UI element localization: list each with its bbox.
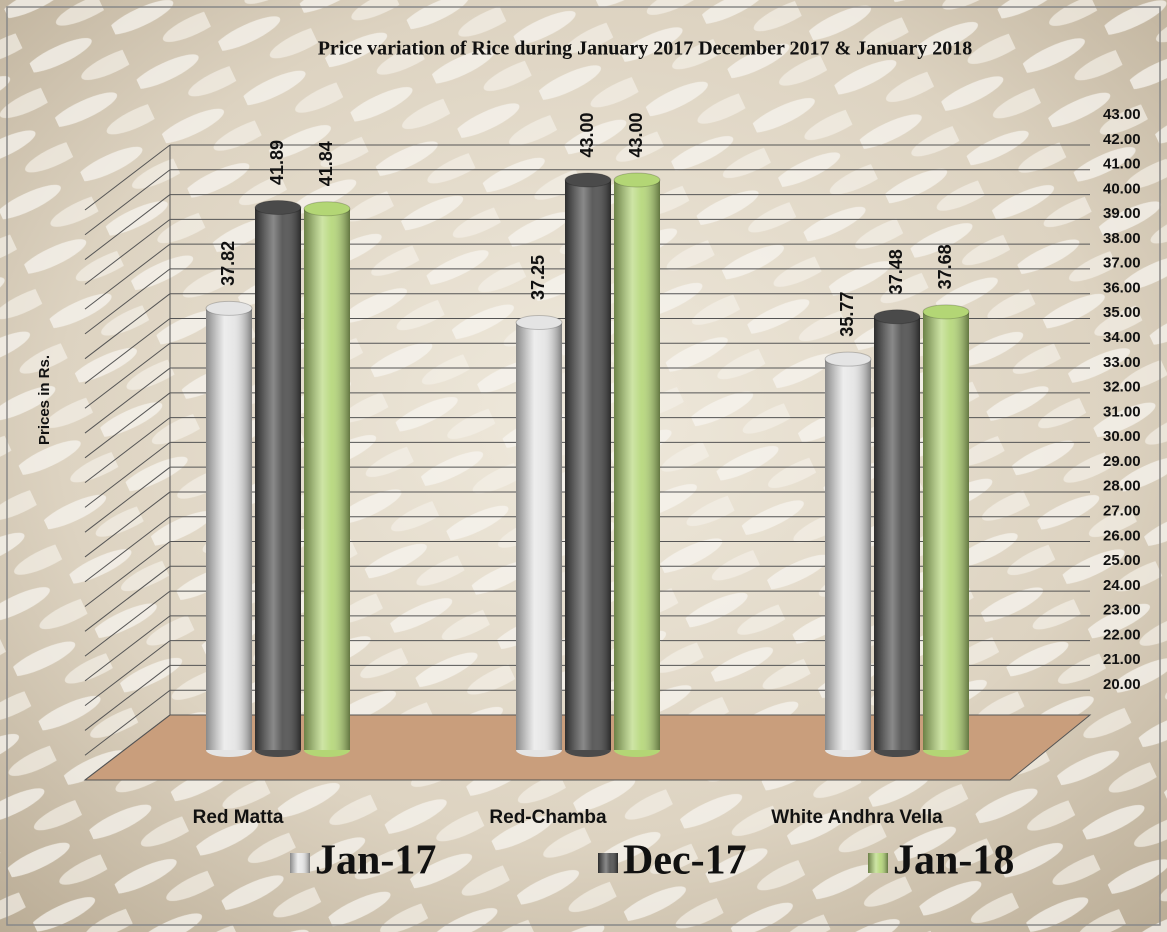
side-grid-line	[84, 342, 171, 409]
y-tick-label: 39.00	[1103, 205, 1141, 222]
data-label: 41.84	[316, 141, 336, 186]
y-tick-label: 36.00	[1103, 279, 1141, 296]
bar-shade	[565, 180, 611, 750]
y-tick-label: 23.00	[1103, 602, 1141, 619]
side-grid-line	[84, 441, 171, 508]
data-label: 37.68	[935, 244, 955, 289]
y-tick-label: 38.00	[1103, 230, 1141, 247]
y-tick-label: 35.00	[1103, 304, 1141, 321]
side-grid-line	[84, 392, 171, 459]
y-tick-label: 33.00	[1103, 354, 1141, 371]
y-tick-label: 25.00	[1103, 552, 1141, 569]
side-grid-line	[84, 615, 171, 682]
y-tick-label: 30.00	[1103, 428, 1141, 445]
plot: 20.00 21.00 22.00 23.00 24.00 25.00 26.00 27.00…	[84, 106, 1141, 884]
bar-cap	[515, 315, 563, 330]
side-grid-line	[84, 169, 171, 236]
legend-label: Jan-17	[315, 838, 436, 884]
y-tick-label: 20.00	[1103, 676, 1141, 693]
y-tick-label: 29.00	[1103, 453, 1141, 470]
y-tick-label: 41.00	[1103, 156, 1141, 173]
bar-shade	[206, 308, 252, 750]
bar-shade	[825, 359, 871, 750]
side-grid-line	[84, 491, 171, 558]
side-grid-line	[84, 218, 171, 285]
x-tick-label: Red-Chamba	[489, 807, 607, 828]
frame	[6, 6, 1161, 926]
y-tick-label: 43.00	[1103, 106, 1141, 123]
data-label: 35.77	[837, 292, 857, 337]
side-grid-line	[84, 665, 171, 731]
side-grid-line	[84, 565, 171, 632]
side-grid-line	[84, 640, 171, 707]
side-grid-line	[84, 268, 171, 335]
bar-shade	[614, 180, 660, 750]
y-tick-label: 24.00	[1103, 577, 1141, 594]
side-grid-line	[84, 714, 171, 781]
data-label: 43.00	[577, 112, 597, 157]
y-tick-label: 40.00	[1103, 180, 1141, 197]
bar-shade	[516, 322, 562, 750]
side-grid-line	[84, 318, 171, 384]
bar-cap	[254, 200, 302, 216]
legend-label: Jan-18	[893, 838, 1014, 884]
side-grid-line	[84, 689, 171, 756]
bar-shade	[923, 311, 969, 750]
legend-swatch-shade	[290, 853, 310, 873]
side-grid-line	[84, 590, 171, 657]
data-label: 37.25	[528, 255, 548, 300]
side-grid-line	[84, 516, 171, 583]
y-tick-label: 32.00	[1103, 379, 1141, 396]
y-tick-label: 22.00	[1103, 626, 1141, 643]
bar-shade	[304, 208, 350, 751]
side-grid-line	[84, 194, 171, 260]
y-tick-label: 34.00	[1103, 329, 1141, 346]
y-tick-label: 42.00	[1103, 131, 1141, 148]
data-label: 41.89	[267, 140, 287, 185]
data-label: 37.48	[886, 249, 906, 294]
data-label: 43.00	[626, 112, 646, 157]
x-tick-label: Red Matta	[193, 807, 284, 828]
bar-shade	[874, 316, 920, 750]
bar-cap	[205, 300, 253, 316]
legend-swatch-shade	[868, 853, 888, 873]
side-grid-line	[84, 293, 171, 360]
bar-cap	[303, 201, 351, 217]
chart-title: Price variation of Rice during January 2…	[318, 38, 973, 60]
y-tick-label: 27.00	[1103, 502, 1141, 519]
bar-cap	[922, 304, 970, 320]
side-grid-line	[84, 541, 171, 607]
legend-swatch-shade	[598, 853, 618, 873]
bar-shade	[255, 207, 301, 751]
y-tick-label: 37.00	[1103, 255, 1141, 272]
y-tick-label: 26.00	[1103, 527, 1141, 544]
bar-cap	[824, 351, 872, 367]
side-grid-line	[84, 417, 171, 484]
bar-cap	[873, 309, 921, 325]
y-tick-label: 21.00	[1103, 651, 1141, 668]
y-tick-label: 31.00	[1103, 403, 1141, 420]
side-grid-line	[84, 367, 171, 434]
side-grid-line	[84, 243, 171, 310]
x-tick-label: White Andhra Vella	[771, 807, 943, 828]
legend-label: Dec-17	[623, 838, 747, 884]
side-grid-line	[84, 466, 171, 533]
bar-cap	[564, 172, 612, 188]
data-label: 37.82	[218, 241, 238, 286]
y-axis-label: Prices in Rs.	[36, 355, 53, 445]
bar-cap	[613, 172, 661, 188]
y-tick-label: 28.00	[1103, 478, 1141, 495]
side-grid-line	[84, 144, 171, 211]
